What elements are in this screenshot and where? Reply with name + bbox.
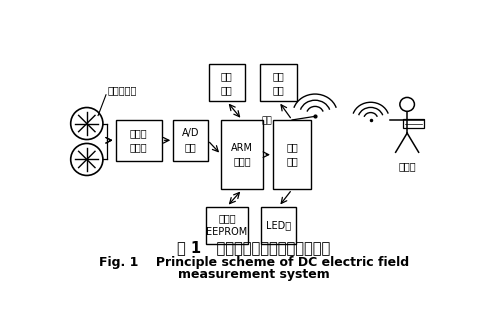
Bar <box>208 64 245 101</box>
Text: 缓冲
区域: 缓冲 区域 <box>221 71 233 95</box>
Bar <box>173 120 208 161</box>
Bar <box>221 120 263 189</box>
Text: LED灯: LED灯 <box>266 220 291 230</box>
Text: 无线
模块: 无线 模块 <box>286 143 298 167</box>
Bar <box>273 120 311 189</box>
Bar <box>260 64 297 101</box>
Text: 串口: 串口 <box>262 116 272 125</box>
Text: A/D
转换: A/D 转换 <box>182 128 199 152</box>
Text: 液晶
显示: 液晶 显示 <box>273 71 285 95</box>
Text: measurement system: measurement system <box>178 268 330 281</box>
Text: 看门狗
EEPROM: 看门狗 EEPROM <box>206 213 248 237</box>
Text: 模拟调
理电路: 模拟调 理电路 <box>130 128 148 152</box>
Text: Fig. 1    Principle scheme of DC electric field: Fig. 1 Principle scheme of DC electric f… <box>99 256 409 269</box>
Text: 图 1   直流电场测量系统原理示意图: 图 1 直流电场测量系统原理示意图 <box>177 240 330 256</box>
Text: 上位机: 上位机 <box>398 162 416 172</box>
Bar <box>206 207 248 244</box>
Text: 电场传感器: 电场传感器 <box>108 85 137 95</box>
Bar <box>261 207 296 244</box>
Text: ARM
处理器: ARM 处理器 <box>231 143 253 167</box>
Bar <box>403 119 424 128</box>
Bar <box>116 120 161 161</box>
